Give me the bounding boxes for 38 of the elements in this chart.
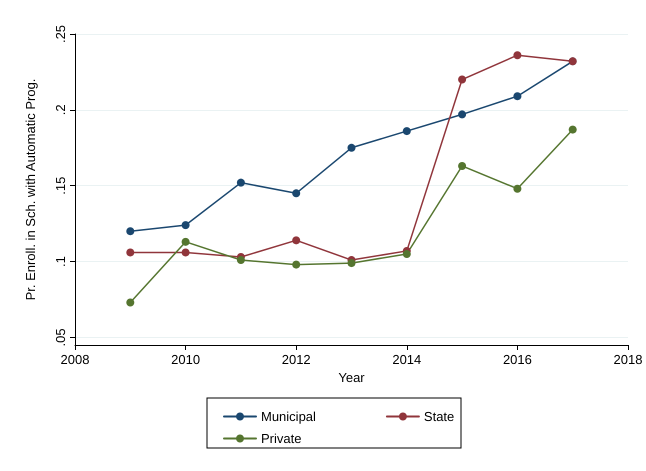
point (182, 221, 190, 230)
point (292, 236, 300, 244)
y-tick-label: .15 (53, 176, 68, 195)
point (126, 248, 134, 256)
point (292, 189, 300, 198)
legend-label: Private (261, 431, 302, 446)
point (348, 144, 356, 152)
point (513, 92, 522, 100)
y-tick-label: .25 (53, 24, 68, 44)
y-axis-title: Pr. Enroll. in Sch. with Automatic Prog. (23, 78, 38, 300)
point (402, 250, 411, 258)
point (126, 298, 134, 307)
point (513, 184, 522, 193)
y-tick-label: .1 (53, 256, 68, 267)
point (458, 162, 466, 170)
point (236, 178, 245, 187)
x-axis-title: Year (338, 370, 366, 385)
x-tick-label: 2014 (392, 352, 422, 367)
point (348, 259, 356, 268)
point (126, 227, 134, 236)
point (568, 126, 577, 134)
point (182, 248, 190, 256)
point (402, 127, 411, 136)
point (182, 238, 190, 246)
x-tick-label: 2008 (60, 352, 90, 367)
x-tick-label: 2018 (614, 352, 642, 367)
legend-label: State (424, 409, 454, 424)
legend-label: Municipal (261, 409, 316, 424)
point (292, 260, 300, 269)
point (236, 256, 245, 264)
point (458, 110, 466, 118)
point (513, 51, 522, 60)
y-tick-label: .05 (53, 328, 68, 346)
y-tick-label: .2 (53, 104, 68, 116)
x-tick-label: 2012 (282, 352, 311, 367)
x-tick-label: 2016 (502, 352, 532, 367)
x-tick-label: 2010 (171, 352, 200, 367)
point (458, 76, 466, 84)
